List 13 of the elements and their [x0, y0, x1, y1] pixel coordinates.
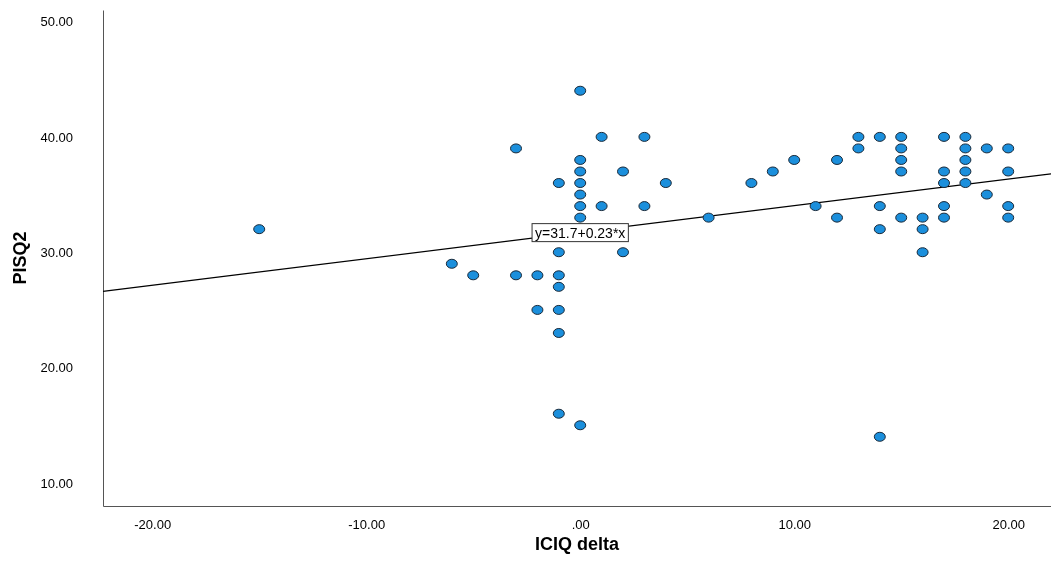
x-tick-label: 20.00	[992, 517, 1025, 533]
y-tick-label: 50.00	[40, 14, 73, 30]
x-tick-label: 10.00	[778, 517, 811, 533]
annotation: y=31.7+0.23*x	[535, 224, 626, 241]
y-tick-label: 30.00	[40, 244, 73, 260]
y-tick-label: 40.00	[40, 129, 73, 145]
y-tick-label: 10.00	[40, 475, 73, 491]
x-tick-label: .00	[571, 517, 590, 533]
x-tick-label: -20.00	[134, 517, 172, 533]
x-axis-title: ICIQ delta	[534, 534, 620, 554]
x-tick-label: -10.00	[348, 517, 386, 533]
y-tick-label: 20.00	[40, 360, 73, 376]
y-axis-title: PISQ2	[10, 231, 30, 285]
